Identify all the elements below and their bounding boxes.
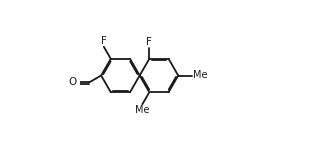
Text: Me: Me	[135, 105, 150, 115]
Text: Me: Me	[193, 71, 207, 80]
Text: F: F	[101, 36, 107, 46]
Text: O: O	[68, 77, 77, 87]
Text: F: F	[146, 37, 152, 47]
